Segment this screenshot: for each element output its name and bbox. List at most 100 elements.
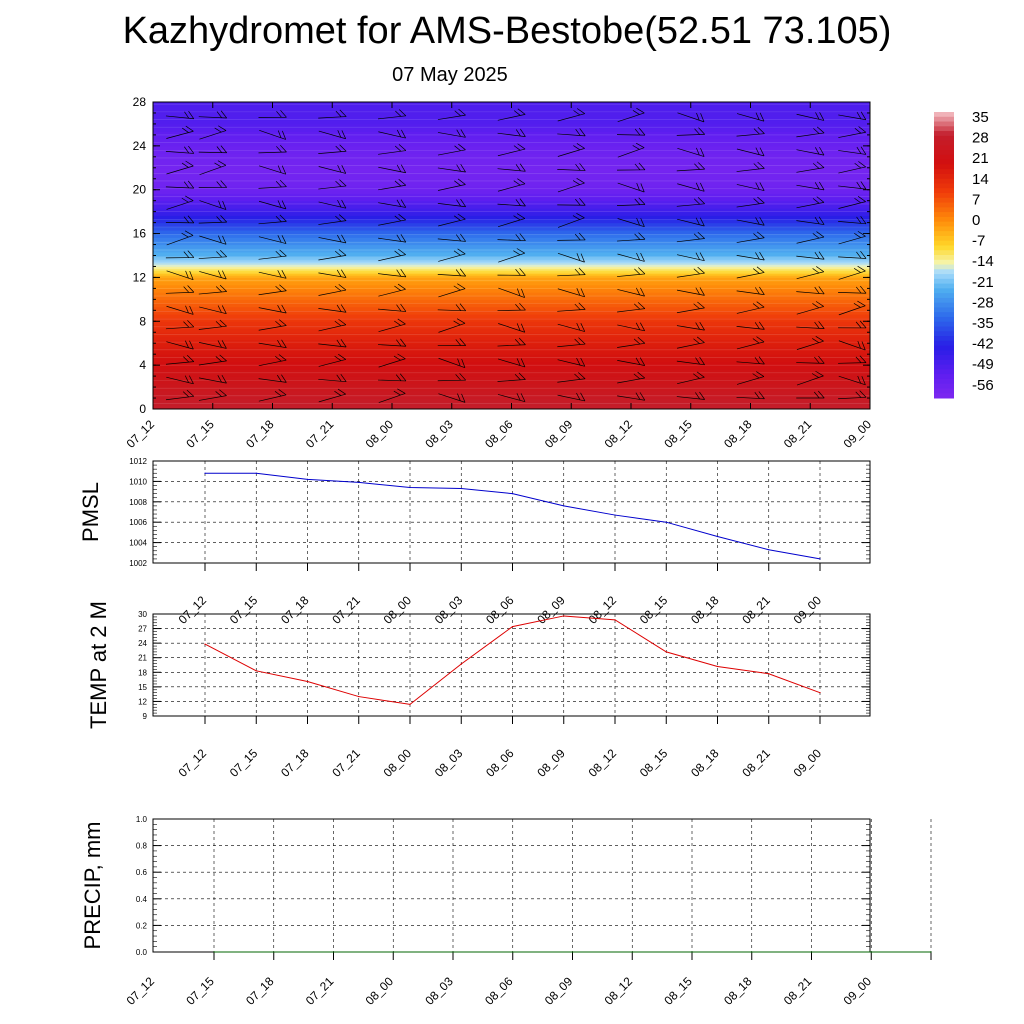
wind-barb [736, 196, 765, 208]
colorbar-label: 0 [972, 212, 980, 229]
wind-barb-feather [578, 372, 586, 379]
wind-barb-feather [461, 358, 466, 368]
wind-barb [318, 234, 347, 244]
wind-barb-feather [459, 303, 467, 312]
wind-barb-feather [580, 253, 585, 263]
data-point [563, 505, 565, 507]
wind-barb [166, 125, 194, 139]
wind-barb-shaft [378, 344, 406, 347]
wind-barb-feather [758, 321, 765, 330]
colorbar-swatch [934, 207, 954, 213]
colorbar-swatch [934, 345, 954, 351]
wind-barb [318, 165, 347, 174]
wind-barb-feather [857, 196, 866, 202]
wind-barb-feather [222, 270, 227, 280]
wind-barb-feather [694, 128, 701, 135]
wind-barb-feather [576, 253, 581, 261]
wind-barb-shaft [198, 291, 227, 295]
wind-barb-feather [459, 268, 467, 277]
wind-barb-shaft [198, 116, 227, 119]
colorbar-swatch [934, 388, 954, 394]
wind-barb-feather [640, 183, 645, 193]
heatmap-band [153, 303, 870, 308]
colorbar-label: 21 [972, 150, 989, 167]
wind-barb-feather [515, 269, 521, 276]
wind-barb-feather [693, 303, 700, 310]
wind-barb-feather [638, 197, 646, 205]
x-tick-label: 08_00 [381, 746, 415, 780]
colorbar-swatch [934, 202, 954, 208]
wind-barb-feather [756, 371, 765, 377]
wind-barb-shaft [318, 255, 347, 261]
wind-barb-shaft [166, 130, 194, 139]
wind-barb-shaft [378, 131, 406, 139]
heatmap-band [153, 229, 870, 235]
wind-barb-feather [187, 320, 195, 328]
wind-barb [557, 337, 586, 348]
wind-barb-shaft [838, 166, 866, 174]
x-tick-label: 09_00 [841, 417, 875, 451]
wind-barb-feather [752, 338, 760, 344]
wind-barb-feather [460, 198, 466, 207]
wind-barb [378, 213, 406, 226]
wind-barb-shaft [318, 185, 347, 190]
wind-barb-feather [217, 305, 222, 313]
wind-barb-shaft [838, 396, 867, 400]
x-tick-label: 09_00 [791, 746, 825, 780]
wind-barb [378, 303, 407, 312]
x-tick-label: 08_15 [661, 974, 695, 1008]
wind-barb [165, 110, 195, 120]
heatmap-band [153, 186, 870, 191]
colorbar-swatch [934, 340, 954, 347]
wind-barb-feather [755, 182, 760, 190]
wind-barb-shaft [198, 325, 227, 330]
wind-barb-shaft [318, 130, 346, 140]
wind-barb [676, 391, 705, 400]
wind-barb-shaft [437, 149, 466, 156]
wind-barb-shaft [165, 291, 194, 294]
wind-barb-feather [220, 110, 228, 119]
wind-barb [497, 337, 526, 347]
wind-barb [677, 252, 705, 262]
wind-barb [796, 321, 825, 329]
colorbar-swatch [934, 264, 954, 270]
wind-barb-shaft [198, 256, 227, 259]
wind-barb [438, 283, 466, 298]
x-tick-label: 07_12 [124, 974, 158, 1008]
heatmap-band [153, 260, 870, 264]
wind-barb-feather [219, 354, 227, 362]
heatmap-band [153, 365, 870, 370]
wind-barb-feather [394, 320, 401, 326]
wind-barb [198, 249, 227, 259]
wind-barb-shaft [258, 221, 287, 225]
wind-barb [796, 161, 825, 173]
wind-barb-feather [184, 146, 190, 154]
wind-barb-feather [398, 179, 407, 186]
wind-barb-shaft [676, 342, 705, 349]
wind-barb-shaft [165, 151, 194, 154]
wind-barb-shaft [258, 290, 287, 296]
colorbar-swatch [934, 154, 954, 161]
wind-barb-shaft [796, 184, 825, 191]
wind-barb-feather [515, 234, 521, 241]
y-tick-label: 16 [133, 227, 147, 241]
y-tick-label: 0.0 [136, 948, 148, 957]
wind-barb [166, 230, 194, 246]
wind-barb-feather [338, 284, 347, 291]
wind-barb-shaft [677, 183, 705, 192]
wind-barb-feather [754, 287, 760, 295]
precip-panel: 0.0 0.2 0.4 0.6 0.8 1.0 07_12 07_15 07_18 07_21 08… [80, 815, 932, 1008]
wind-barb-feather [279, 284, 287, 292]
wind-barb-shaft [677, 254, 705, 262]
wind-barb-feather [637, 371, 645, 379]
data-point [358, 481, 360, 484]
wind-barb-feather [187, 215, 195, 224]
wind-barb-feather [189, 305, 194, 315]
x-tick-label: 08_09 [542, 974, 576, 1008]
wind-barb-feather [695, 392, 700, 400]
wind-barb [838, 300, 866, 316]
wind-barb [736, 182, 765, 191]
wind-barb-feather [819, 112, 825, 121]
heatmap-band [153, 361, 870, 366]
wind-barb-feather [186, 389, 195, 397]
